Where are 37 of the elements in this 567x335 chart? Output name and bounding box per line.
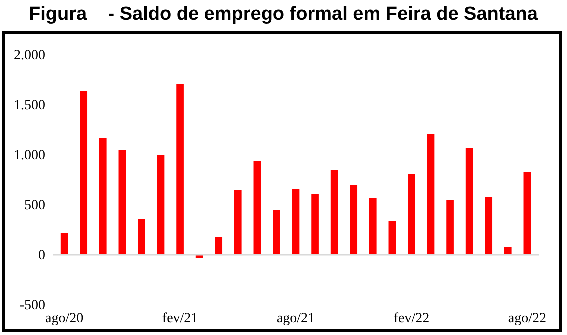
bar [524,172,532,255]
bar [369,198,377,255]
bar [118,150,126,255]
bar [466,148,474,255]
y-tick-label: 1.500 [14,98,46,114]
bar [350,185,358,255]
bar [254,161,262,255]
y-tick-label: 0 [38,248,46,264]
x-tick-label: ago/22 [508,312,546,326]
bar [99,138,107,255]
bar [273,210,280,255]
y-tick-label: 1.000 [14,148,46,164]
bar [215,237,223,255]
x-tick-label: ago/20 [46,312,84,326]
x-tick-label: fev/21 [162,312,198,326]
bar [60,233,68,255]
bar [176,84,184,255]
bar [504,247,512,255]
x-tick-label: fev/22 [394,312,430,326]
chart-title: Figura - Saldo de emprego formal em Feira de Santana [28,4,539,26]
bar [427,134,435,255]
bar [408,174,416,255]
bar [80,91,88,255]
bar [157,155,165,255]
chart-frame: ago/20 fev/21 ago/21 fev/22 ago/22 -500 0 500 1.000 1.500 2.000 [2,31,562,332]
y-tick-label: 500 [24,198,46,214]
bar [485,197,493,255]
bar [138,219,146,255]
bar [292,189,300,255]
x-tick-label: ago/21 [276,312,316,326]
y-tick-label: -500 [20,298,46,314]
bar [234,190,242,255]
bar [312,194,319,255]
bar [446,200,454,255]
bar [330,170,338,255]
y-tick-label: 2.000 [14,48,46,64]
bar [388,221,396,255]
